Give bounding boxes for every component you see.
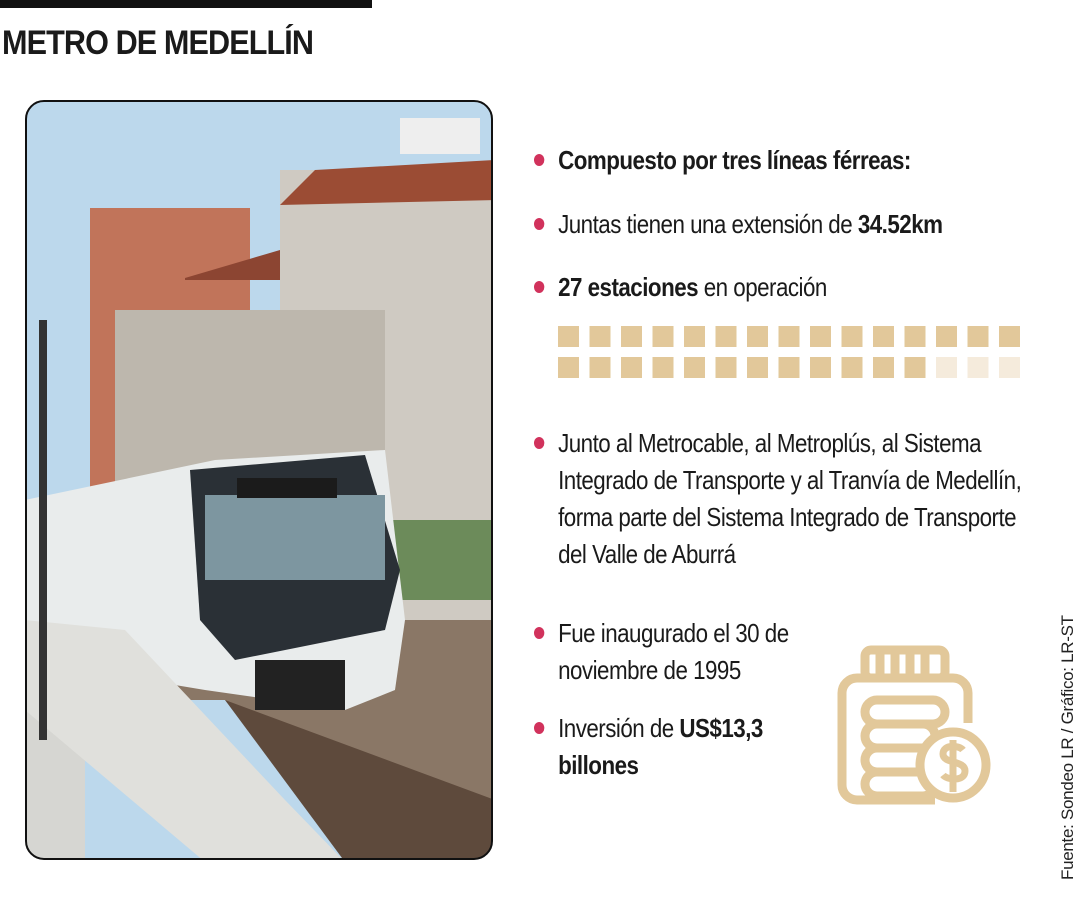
bullet: Juntas tienen una extensión de 34.52km	[534, 206, 1005, 243]
station-square	[841, 326, 863, 347]
station-square	[589, 357, 611, 378]
station-square	[684, 357, 705, 378]
bullet-text: Junto al Metrocable, al Metroplús, al Si…	[558, 428, 1022, 569]
station-square	[778, 326, 800, 347]
station-square	[684, 326, 705, 347]
station-square	[841, 357, 863, 378]
station-square	[558, 357, 579, 378]
station-square	[873, 326, 894, 347]
bullet-text: Compuesto por tres líneas férreas:	[558, 145, 911, 175]
bullet-text: en operación	[698, 272, 828, 302]
station-square	[621, 326, 642, 347]
pictogram	[558, 326, 1020, 378]
bullet-text: Fue inaugurado el 30 de noviembre de 199…	[558, 618, 789, 685]
station-square	[967, 326, 989, 347]
photo	[25, 100, 493, 860]
bullet: Inversión de US$13,3 billones	[534, 710, 816, 784]
title: METRO DE MEDELLÍN	[2, 24, 314, 62]
station-square	[652, 326, 674, 347]
source-note: Fuente: Sondeo LR / Gráfico: LR-ST	[1058, 615, 1077, 880]
station-square	[715, 357, 737, 378]
empty-square	[967, 357, 989, 378]
bullet-text: Inversión de	[558, 713, 680, 743]
station-square	[621, 357, 642, 378]
empty-square	[936, 357, 957, 378]
bullet-text: 34.52km	[857, 209, 943, 239]
station-square	[873, 357, 894, 378]
bullet: 27 estaciones en operación	[534, 269, 1005, 306]
station-square	[904, 357, 926, 378]
station-square	[999, 326, 1020, 347]
bullet: Fue inaugurado el 30 de noviembre de 199…	[534, 615, 795, 689]
top-bar	[0, 0, 372, 8]
bullet-text: Juntas tienen una extensión de	[558, 209, 858, 239]
station-square	[715, 326, 737, 347]
station-square	[778, 357, 800, 378]
station-square	[747, 326, 768, 347]
station-square	[747, 357, 768, 378]
station-square	[589, 326, 611, 347]
bullet-text: 27 estaciones	[558, 272, 699, 302]
station-square	[936, 326, 957, 347]
station-square	[810, 357, 831, 378]
bullet-text: US$13,3 billones	[558, 713, 763, 780]
station-square	[810, 326, 831, 347]
station-square	[904, 326, 926, 347]
station-square	[652, 357, 674, 378]
empty-square	[999, 357, 1020, 378]
coins-jar-icon	[837, 645, 991, 805]
bullet: Compuesto por tres líneas férreas:	[534, 142, 1005, 179]
station-square	[558, 326, 579, 347]
bullet: Junto al Metrocable, al Metroplús, al Si…	[534, 425, 1022, 573]
